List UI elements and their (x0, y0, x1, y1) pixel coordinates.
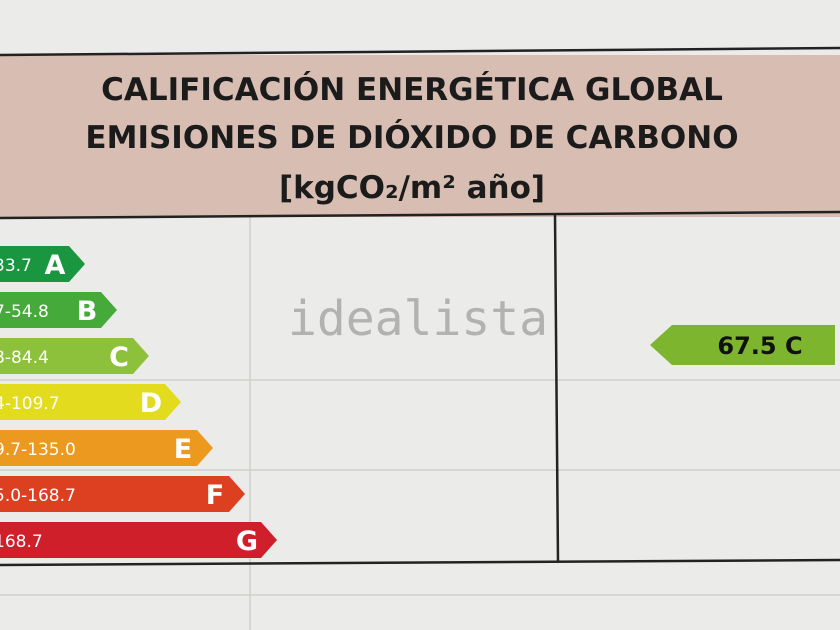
range-label: 33.7 (0, 256, 32, 276)
range-label: 4-109.7 (0, 394, 60, 414)
rating-letter: A (45, 250, 66, 281)
rating-letter: D (140, 388, 162, 419)
rating-scale: 33.7 A 7-54.8 B 8-84.4 C 4-109.7 D 9.7-135.0 E 5.0… (0, 246, 277, 558)
range-label: 8-84.4 (0, 348, 49, 368)
rating-letter: B (77, 296, 98, 327)
rating-letter: C (109, 342, 129, 373)
rating-letter: E (174, 434, 192, 465)
rating-bar (0, 246, 85, 282)
range-label: 9.7-135.0 (0, 440, 76, 460)
title-line: CALIFICACIÓN ENERGÉTICA GLOBAL (101, 71, 723, 108)
faint-grid (0, 215, 840, 630)
border (0, 210, 840, 220)
border (0, 46, 840, 57)
rating-arrow (650, 325, 835, 365)
range-label: 7-54.8 (0, 302, 49, 322)
title-box (0, 55, 840, 217)
rating-letter: F (206, 480, 224, 511)
rating-bar (0, 292, 117, 328)
range-label: 5.0-168.7 (0, 486, 76, 506)
rating-bar (0, 430, 213, 466)
unit: [kgCO₂/m² año] (279, 170, 545, 206)
rating-bar (0, 384, 181, 420)
watermark: idealista (288, 291, 548, 347)
rating-bar (0, 476, 245, 512)
divider (553, 214, 560, 563)
rating-letter: G (236, 526, 258, 557)
range-label: 168.7 (0, 532, 43, 552)
rating-bar (0, 338, 149, 374)
rating-bar (0, 522, 277, 558)
title-line: EMISIONES DE DIÓXIDO DE CARBONO (85, 119, 738, 156)
rating-value: 67.5 C (717, 332, 802, 360)
border (0, 558, 840, 567)
